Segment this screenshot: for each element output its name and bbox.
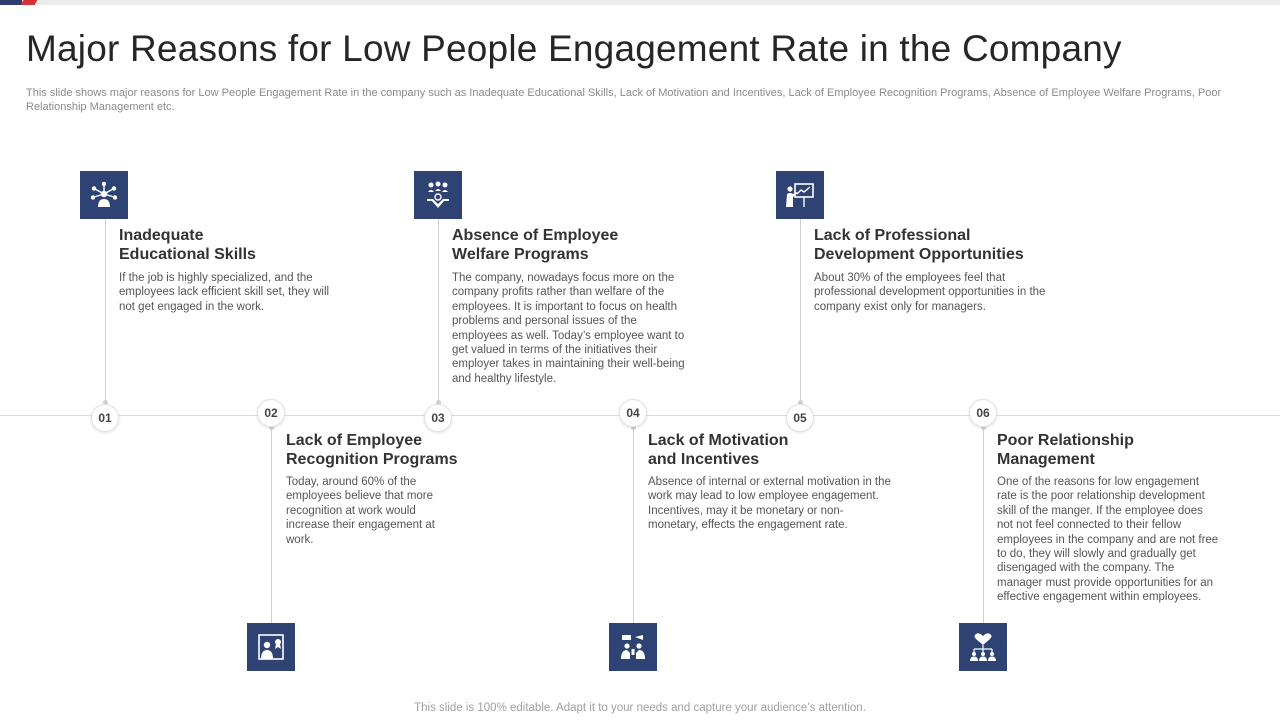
top-accent-bar: [0, 0, 1280, 5]
item-01-description: If the job is highly specialized, and th…: [119, 272, 330, 313]
connector-05: [800, 218, 801, 402]
welfare-hand-icon: [427, 181, 449, 208]
item-03-heading-line2: Welfare Programs: [452, 246, 589, 263]
item-06-heading-line1: Poor Relationship: [997, 432, 1134, 449]
item-01-heading: Inadequate Educational Skills: [119, 226, 339, 264]
connector-01: [105, 218, 106, 402]
step-number-01: 01: [91, 404, 119, 432]
network-people-icon: [90, 181, 118, 207]
connector-02: [271, 428, 272, 624]
connector-dot: [631, 425, 636, 430]
item-02-heading-line1: Lack of Employee: [286, 432, 423, 449]
icon-box-05: [776, 171, 824, 219]
item-05-description: About 30% of the employees feel that pro…: [814, 272, 1046, 313]
step-number-03: 03: [424, 404, 452, 432]
accent-stripe-red: [20, 0, 38, 5]
relationship-heart-icon: [970, 633, 996, 661]
item-06-heading-line2: Management: [997, 451, 1095, 468]
icon-box-02: [247, 623, 295, 671]
item-03-heading: Absence of Employee Welfare Programs: [452, 226, 712, 264]
connector-dot: [798, 400, 803, 405]
item-05-heading-line2: Development Opportunities: [814, 246, 1024, 263]
step-number-06: 06: [969, 399, 997, 427]
item-02-heading-line2: Recognition Programs: [286, 451, 458, 468]
motivation-team-icon: [621, 635, 645, 659]
icon-box-01: [80, 171, 128, 219]
item-02-description: Today, around 60% of the employees belie…: [286, 476, 435, 546]
item-04-heading-line2: and Incentives: [648, 451, 760, 468]
connector-06: [983, 428, 984, 624]
presentation-board-icon: [786, 183, 814, 207]
item-06-heading: Poor Relationship Management: [997, 431, 1237, 469]
item-03-description: The company, nowadays focus more on the …: [452, 272, 685, 385]
icon-box-04: [609, 623, 657, 671]
connector-03: [438, 218, 439, 402]
icon-box-06: [959, 623, 1007, 671]
step-number-05: 05: [786, 404, 814, 432]
step-number-02: 02: [257, 399, 285, 427]
connector-dot: [436, 400, 441, 405]
step-number-04: 04: [619, 399, 647, 427]
item-04-heading-line1: Lack of Motivation: [648, 432, 789, 449]
connector-dot: [981, 425, 986, 430]
item-04-description: Absence of internal or external motivati…: [648, 476, 891, 532]
item-01-heading-line1: Inadequate: [119, 227, 204, 244]
connector-dot: [103, 400, 108, 405]
item-06-description: One of the reasons for low engagement ra…: [997, 476, 1219, 604]
item-05-heading: Lack of Professional Development Opportu…: [814, 226, 1074, 264]
recognition-badge-icon: [258, 634, 284, 660]
footer-note: This slide is 100% editable. Adapt it to…: [414, 702, 866, 714]
connector-04: [633, 428, 634, 624]
item-01-heading-line2: Educational Skills: [119, 246, 256, 263]
page-title: Major Reasons for Low People Engagement …: [26, 28, 1122, 69]
item-05-heading-line1: Lack of Professional: [814, 227, 971, 244]
item-03-heading-line1: Absence of Employee: [452, 227, 619, 244]
item-02-heading: Lack of Employee Recognition Programs: [286, 431, 526, 469]
icon-box-03: [414, 171, 462, 219]
connector-dot: [269, 425, 274, 430]
item-04-heading: Lack of Motivation and Incentives: [648, 431, 888, 469]
accent-stripe-navy: [0, 0, 22, 5]
page-subtitle: This slide shows major reasons for Low P…: [26, 87, 1222, 113]
